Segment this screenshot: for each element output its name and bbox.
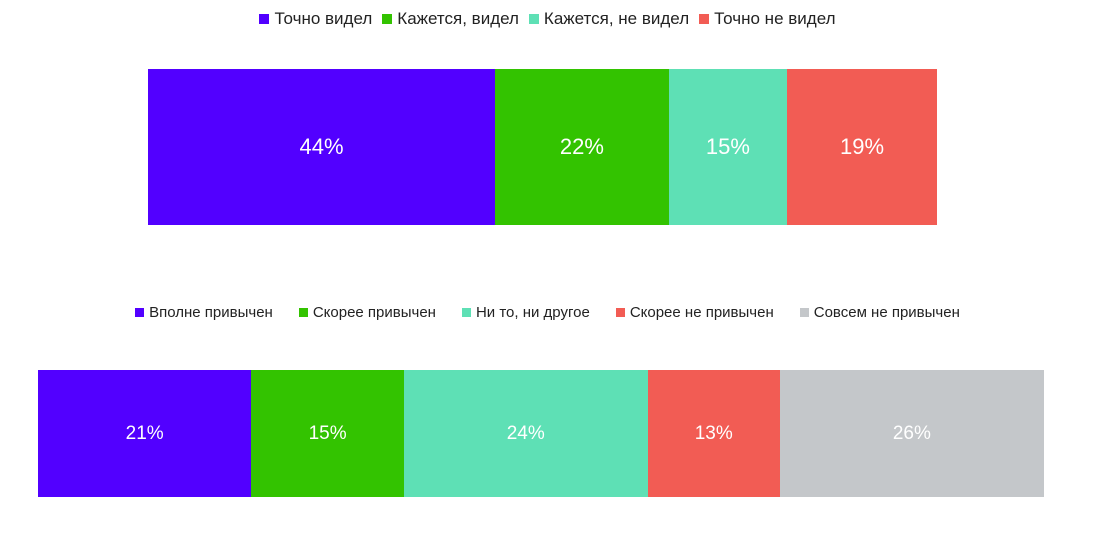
data-label: 26%	[892, 422, 931, 444]
bar-segment: 15%	[668, 69, 788, 225]
legend-item: Ни то, ни другое	[461, 303, 590, 321]
data-label: 24%	[506, 422, 545, 444]
bar-segment: 22%	[495, 69, 669, 225]
legend-label: Точно не видел	[714, 9, 836, 28]
legend-swatch	[615, 307, 625, 317]
legend-item: Точно видел	[259, 9, 372, 29]
data-label: 21%	[125, 422, 164, 444]
legend-swatch	[799, 307, 809, 317]
data-label: 15%	[705, 134, 750, 159]
legend-item: Точно не видел	[699, 9, 836, 29]
legend-label: Точно видел	[274, 9, 373, 28]
legend-swatch	[699, 14, 710, 24]
legend-label: Скорее не привычен	[629, 303, 774, 321]
bar-segment: 13%	[647, 370, 780, 497]
legend-label: Совсем не привычен	[813, 303, 960, 321]
bar-segment: 19%	[787, 69, 937, 225]
legend-bottom: Вполне привычен Скорее привычен Ни то, ни …	[0, 300, 1095, 324]
data-label: 15%	[308, 422, 347, 444]
data-label: 19%	[840, 134, 885, 159]
legend-swatch	[259, 14, 270, 24]
stacked-bar-familiarity: 21% 15% 24% 13% 26%	[38, 370, 1044, 497]
bar-segment: 26%	[779, 370, 1044, 497]
data-label: 22%	[559, 134, 604, 159]
bar-segment: 21%	[38, 370, 252, 497]
legend-label: Кажется, видел	[397, 9, 519, 28]
legend-swatch	[298, 307, 308, 317]
legend-label: Ни то, ни другое	[475, 303, 590, 321]
bar-segment: 44%	[148, 69, 496, 225]
legend-item: Кажется, видел	[382, 9, 519, 29]
legend-item: Совсем не привычен	[799, 303, 960, 321]
legend-item: Вполне привычен	[135, 304, 273, 321]
legend-item: Кажется, не видел	[528, 9, 690, 29]
stacked-bar-seen: 44% 22% 15% 19%	[148, 69, 937, 225]
legend-label: Скорее привычен	[312, 303, 436, 321]
legend-swatch	[461, 307, 471, 317]
legend-swatch	[382, 14, 393, 24]
legend-label: Кажется, не видел	[543, 9, 690, 28]
legend-top: Точно видел Кажется, видел Кажется, не вид…	[0, 6, 1095, 32]
legend-swatch	[528, 14, 539, 24]
bar-segment: 24%	[403, 370, 648, 497]
data-label: 44%	[299, 134, 344, 159]
legend-item: Скорее привычен	[298, 303, 436, 321]
data-label: 13%	[694, 422, 733, 444]
legend-swatch	[135, 307, 145, 317]
legend-item: Скорее не привычен	[615, 303, 774, 321]
bar-segment: 15%	[251, 370, 404, 497]
legend-label: Вполне привычен	[149, 303, 273, 321]
